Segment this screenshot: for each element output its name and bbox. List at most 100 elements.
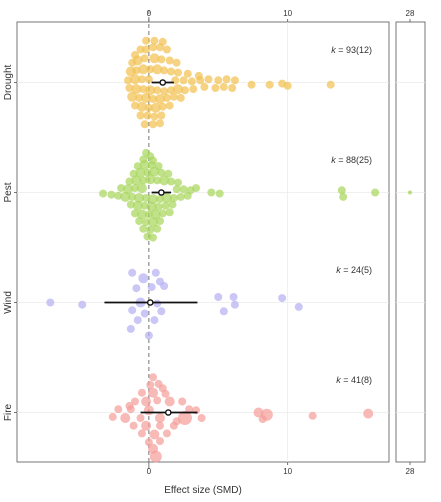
data-point-fire bbox=[148, 387, 159, 398]
data-point-drought bbox=[187, 77, 196, 86]
data-point-drought bbox=[150, 102, 161, 113]
data-point-drought bbox=[145, 85, 156, 96]
data-point-wind bbox=[78, 300, 87, 309]
data-point-wind bbox=[230, 300, 239, 309]
data-point-pest bbox=[139, 224, 148, 233]
data-point-fire bbox=[149, 373, 158, 382]
data-point-fire bbox=[185, 405, 194, 414]
mean-marker-wind bbox=[146, 299, 154, 306]
data-point-drought bbox=[132, 66, 141, 75]
data-point-drought bbox=[130, 101, 139, 110]
data-point-drought bbox=[124, 76, 133, 85]
data-point-drought bbox=[142, 36, 151, 45]
data-point-fire bbox=[153, 396, 162, 405]
data-point-pest bbox=[161, 201, 170, 210]
data-point-pest bbox=[126, 200, 135, 209]
data-point-pest bbox=[117, 184, 126, 193]
data-point-fire bbox=[178, 397, 187, 406]
data-point-wind bbox=[151, 268, 160, 277]
data-point-drought bbox=[167, 67, 176, 76]
data-point-fire bbox=[141, 396, 152, 407]
data-point-pest bbox=[168, 200, 177, 209]
data-point-drought bbox=[141, 92, 152, 103]
data-point-fire bbox=[137, 388, 146, 397]
category-label-wind: Wind bbox=[3, 291, 14, 314]
data-point-pest bbox=[155, 217, 164, 226]
data-point-fire bbox=[129, 421, 138, 430]
data-point-pest bbox=[99, 189, 108, 198]
bottom-tick-label: 10 bbox=[283, 467, 292, 476]
data-point-wind bbox=[229, 293, 238, 301]
data-point-wind bbox=[132, 284, 141, 293]
data-point-drought bbox=[136, 45, 145, 54]
inset-panel bbox=[395, 21, 426, 463]
data-point-drought bbox=[149, 95, 158, 103]
data-point-wind bbox=[128, 268, 137, 277]
data-point-drought bbox=[150, 112, 159, 121]
data-point-pest bbox=[140, 201, 149, 210]
labels: 0 0 10 10 28 28 Drought k = 93(12) Pest k = 88(25… bbox=[3, 9, 415, 476]
data-point-pest bbox=[155, 195, 164, 204]
data-point-drought bbox=[149, 120, 158, 129]
data-point-pest bbox=[159, 175, 170, 186]
data-point-pest bbox=[135, 167, 146, 178]
data-point-drought bbox=[179, 76, 188, 85]
data-point-pest bbox=[157, 168, 166, 177]
data-point-pest bbox=[148, 194, 159, 205]
data-point-pest bbox=[164, 169, 173, 178]
category-label-fire: Fire bbox=[3, 403, 14, 421]
data-point-drought bbox=[155, 119, 164, 128]
data-point-drought bbox=[149, 53, 160, 64]
data-point-drought bbox=[136, 101, 147, 112]
data-point-pest bbox=[161, 193, 172, 203]
data-point-drought bbox=[139, 85, 148, 94]
data-point-wind bbox=[138, 273, 149, 284]
category-label-pest: Pest bbox=[3, 182, 14, 202]
data-point-fire bbox=[130, 397, 139, 406]
data-point-drought bbox=[154, 94, 165, 104]
data-point-pest bbox=[176, 192, 185, 201]
data-point-pest bbox=[146, 201, 157, 212]
data-point-drought bbox=[183, 69, 192, 78]
data-point-wind bbox=[144, 331, 153, 340]
data-points bbox=[46, 36, 412, 463]
data-point-drought bbox=[146, 65, 155, 74]
data-point-pest bbox=[132, 200, 143, 211]
data-point-drought bbox=[169, 92, 178, 101]
data-point-pest bbox=[215, 189, 224, 198]
data-point-drought bbox=[222, 75, 231, 84]
data-point-pest bbox=[146, 225, 155, 234]
data-point-fire bbox=[154, 413, 165, 423]
data-point-pest bbox=[150, 209, 161, 220]
data-point-drought bbox=[247, 80, 256, 89]
data-point-pest bbox=[183, 191, 192, 200]
data-point-drought bbox=[150, 36, 159, 45]
data-point-pest bbox=[114, 191, 123, 200]
data-point-pest bbox=[135, 217, 144, 226]
data-point-fire bbox=[149, 429, 160, 440]
data-point-drought bbox=[167, 86, 176, 95]
data-point-pest bbox=[145, 174, 156, 185]
data-point-drought bbox=[283, 81, 292, 90]
k-label-wind: k = 24(5) bbox=[336, 265, 372, 275]
data-point-drought bbox=[157, 55, 166, 64]
data-point-fire bbox=[137, 429, 146, 438]
data-point-drought bbox=[153, 86, 162, 95]
data-point-wind bbox=[150, 316, 159, 325]
data-point-wind bbox=[126, 324, 135, 333]
k-label-pest: k = 88(25) bbox=[331, 155, 372, 165]
main-panel bbox=[16, 21, 390, 463]
data-point-pest bbox=[207, 188, 216, 197]
data-point-pest bbox=[371, 188, 380, 197]
data-point-drought bbox=[219, 82, 228, 91]
data-point-drought bbox=[144, 75, 153, 84]
data-point-fire bbox=[172, 417, 181, 426]
data-point-pest bbox=[339, 192, 348, 201]
data-point-pest bbox=[142, 194, 151, 202]
data-point-drought bbox=[176, 93, 185, 102]
data-point-drought bbox=[142, 45, 151, 54]
data-point-wind bbox=[160, 282, 169, 290]
data-point-drought bbox=[152, 64, 163, 75]
data-point-drought bbox=[160, 66, 169, 75]
category-label-drought: Drought bbox=[3, 64, 14, 100]
